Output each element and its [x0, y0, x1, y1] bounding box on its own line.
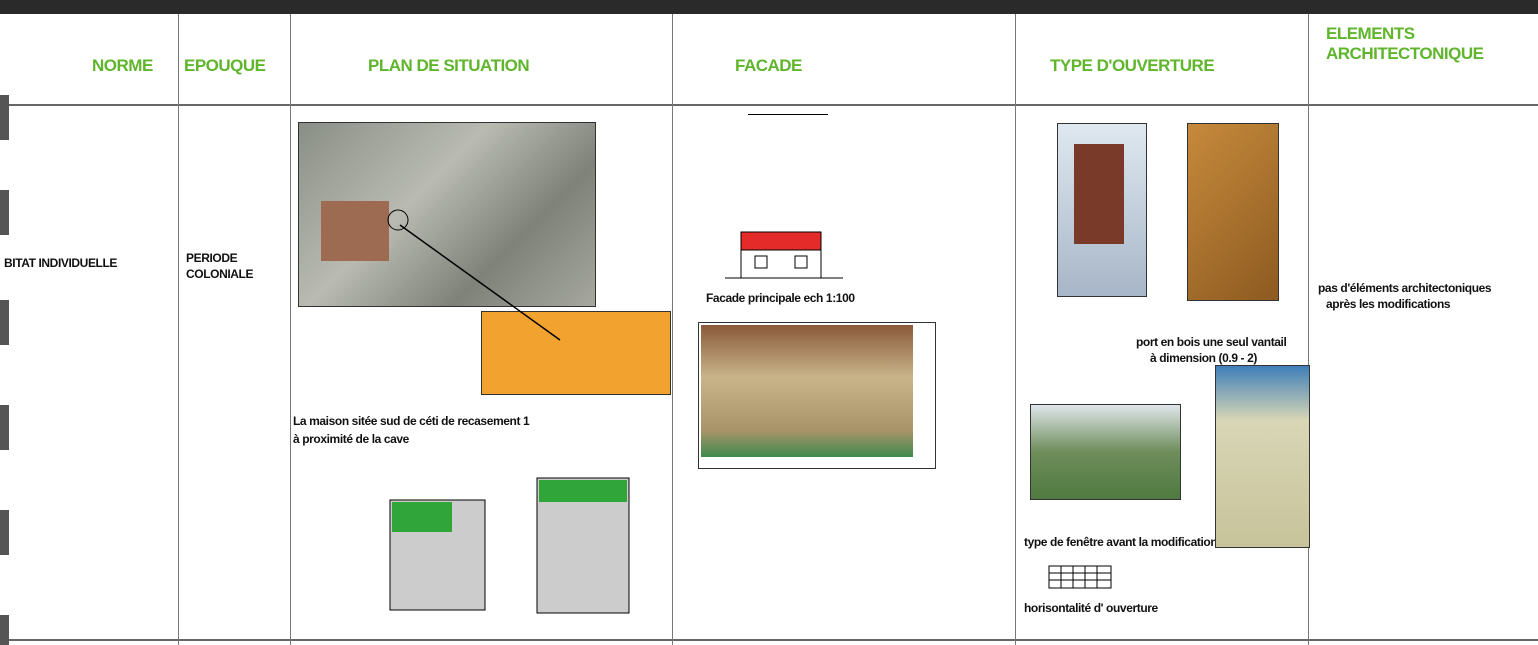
norme: BITAT INDIVIDUELLE — [4, 256, 118, 270]
epoque: PERIODE COLONIALE — [186, 251, 254, 281]
facade-photo — [701, 325, 913, 457]
header-cell: PLAN DE SITUATION — [368, 56, 530, 75]
header-rule — [0, 104, 1538, 106]
header-cell: EPOUQUE — [184, 56, 266, 75]
header-cell: ELEMENTS ARCHITECTONIQUE — [1326, 24, 1484, 63]
old-window-photo — [1030, 404, 1181, 500]
column-rule — [1308, 14, 1309, 645]
top-border — [0, 0, 1538, 14]
binder-mark — [0, 300, 9, 345]
caption: La maison sitée sud de céti de recasemen… — [293, 414, 530, 428]
rule — [748, 114, 828, 115]
caption: port en bois une seul vantail — [1136, 335, 1287, 349]
elements: après les modifications — [1326, 297, 1451, 311]
site-plan — [481, 311, 671, 395]
door-photo — [1215, 365, 1310, 548]
binder-mark — [0, 510, 9, 555]
opening-grid — [1048, 565, 1112, 589]
caption: Facade principale ech 1:100 — [706, 291, 855, 305]
binder-mark — [0, 615, 9, 645]
header-cell: TYPE D'OUVERTURE — [1050, 56, 1215, 75]
binder-mark — [0, 405, 9, 450]
column-rule — [290, 14, 291, 645]
column-rule — [672, 14, 673, 645]
caption: type de fenêtre avant la modification — [1024, 535, 1218, 549]
caption: à dimension (0.9 - 2) — [1150, 351, 1257, 365]
aerial-photo — [298, 122, 596, 307]
bottom-rule — [0, 639, 1538, 641]
binder-mark — [0, 190, 9, 235]
binder-mark — [0, 95, 9, 140]
leader-line — [387, 209, 561, 341]
window — [1074, 144, 1124, 244]
roof — [321, 201, 389, 261]
photo-frame — [698, 322, 936, 469]
facade-drawing — [725, 231, 843, 279]
header-cell: NORME — [92, 56, 153, 75]
elements: pas d'éléments architectoniques — [1318, 281, 1492, 295]
caption: horisontalité d' ouverture — [1024, 601, 1158, 615]
door-photo — [1187, 123, 1279, 301]
caption: à proximité de la cave — [293, 432, 409, 446]
column-rule — [178, 14, 179, 645]
floor-plans — [389, 477, 630, 614]
column-rule — [1015, 14, 1016, 645]
window-photo — [1057, 123, 1147, 297]
header-cell: FACADE — [735, 56, 802, 75]
